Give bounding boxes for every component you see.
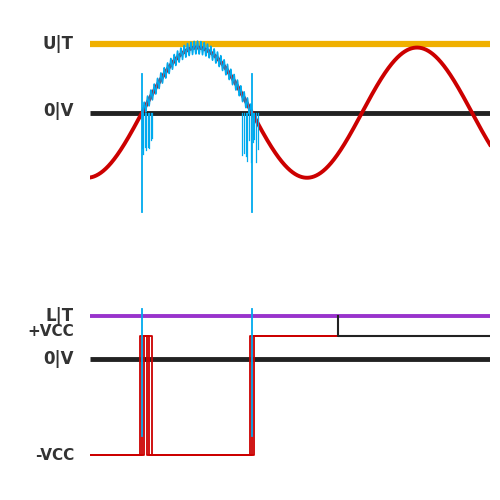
Text: -VCC: -VCC: [35, 448, 74, 463]
Text: L|T: L|T: [46, 308, 74, 326]
Text: 0|V: 0|V: [44, 350, 74, 368]
Text: +VCC: +VCC: [27, 324, 74, 340]
Text: U|T: U|T: [43, 36, 74, 54]
Text: 0|V: 0|V: [44, 102, 74, 120]
